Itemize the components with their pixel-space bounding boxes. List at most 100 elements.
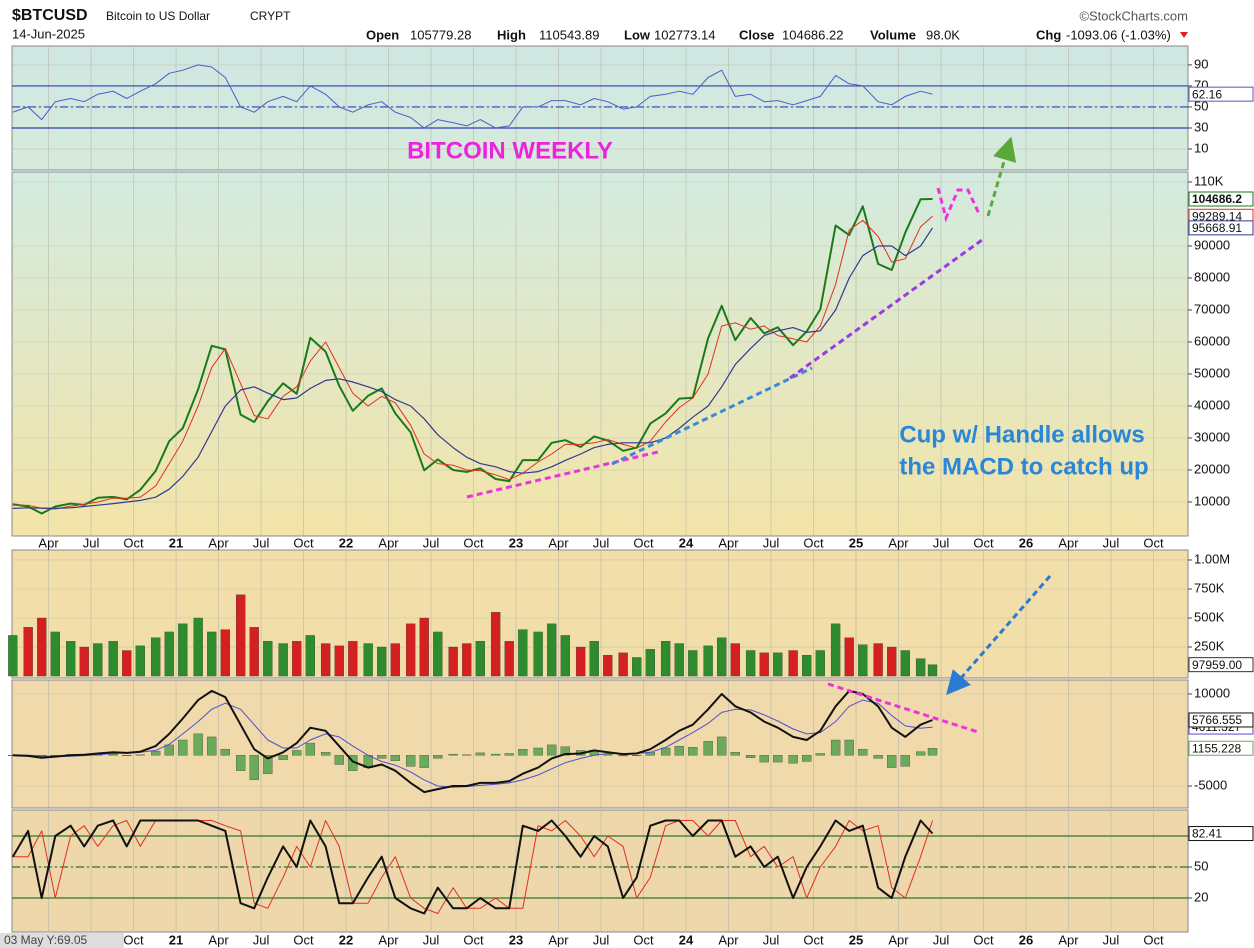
bar bbox=[773, 652, 783, 677]
x-tick-label: Apr bbox=[1058, 932, 1079, 947]
bar bbox=[575, 646, 586, 677]
trend-line bbox=[611, 366, 813, 466]
bar bbox=[193, 733, 203, 756]
y-tick-label: 70000 bbox=[1194, 301, 1230, 316]
bar bbox=[334, 645, 344, 677]
bar bbox=[603, 753, 613, 756]
bar bbox=[207, 631, 217, 677]
x-tick-label: Jul bbox=[593, 535, 610, 550]
value-tag bbox=[1188, 657, 1254, 673]
volume-panel bbox=[11, 549, 1189, 679]
bar bbox=[419, 755, 429, 768]
bar bbox=[79, 646, 89, 677]
bar bbox=[703, 645, 713, 677]
bar bbox=[433, 755, 443, 759]
value-tag-label: 62.16 bbox=[1192, 87, 1222, 101]
bar bbox=[263, 755, 273, 774]
low-value: 102773.14 bbox=[654, 27, 715, 42]
bar bbox=[873, 755, 883, 759]
bar bbox=[220, 749, 230, 756]
bar bbox=[674, 745, 684, 756]
bar bbox=[263, 641, 273, 677]
bar bbox=[703, 741, 713, 756]
bar bbox=[915, 658, 926, 677]
bar bbox=[717, 637, 727, 677]
bar bbox=[292, 641, 302, 677]
symbol-name: Bitcoin to US Dollar bbox=[106, 9, 210, 23]
bar bbox=[122, 755, 132, 756]
bar bbox=[504, 753, 514, 756]
bar bbox=[65, 641, 76, 677]
bar bbox=[292, 750, 302, 756]
trend-lines bbox=[466, 136, 1052, 734]
bar bbox=[745, 755, 756, 758]
x-tick-label: Jul bbox=[1103, 932, 1120, 947]
down-arrow bbox=[1180, 32, 1188, 38]
bar bbox=[135, 645, 145, 677]
bar bbox=[193, 617, 203, 677]
x-tick-label: Oct bbox=[123, 932, 144, 947]
bar bbox=[363, 643, 373, 677]
bar bbox=[759, 652, 769, 677]
x-tick-label: 21 bbox=[169, 535, 183, 550]
line bbox=[11, 819, 934, 915]
bar bbox=[773, 755, 783, 763]
bar bbox=[788, 755, 798, 764]
x-tick-label: 22 bbox=[339, 932, 353, 947]
x-tick-label: 25 bbox=[849, 932, 863, 947]
x-tick-label: Apr bbox=[38, 535, 59, 550]
y-tick-label: 30000 bbox=[1194, 429, 1230, 444]
x-tick-label: Oct bbox=[633, 535, 654, 550]
bar bbox=[887, 755, 897, 768]
value-tag bbox=[1188, 191, 1254, 207]
bar bbox=[730, 752, 740, 756]
open-label: Open bbox=[366, 27, 399, 42]
x-tick-label: Oct bbox=[293, 932, 314, 947]
y-tick-label: 10000 bbox=[1194, 685, 1230, 700]
bar bbox=[108, 753, 118, 756]
x-tick-label: Oct bbox=[803, 932, 824, 947]
y-tick-label: 60000 bbox=[1194, 333, 1230, 348]
bar bbox=[207, 736, 217, 756]
cursor-label: 03 May Y:69.05 bbox=[4, 933, 88, 947]
y-tick-label: 110K bbox=[1194, 173, 1224, 188]
bar bbox=[730, 643, 740, 677]
bar bbox=[178, 623, 188, 677]
bar bbox=[632, 657, 642, 677]
bar bbox=[547, 623, 557, 677]
bar bbox=[475, 752, 485, 756]
x-tick-label: Jul bbox=[423, 932, 440, 947]
bar bbox=[688, 747, 698, 756]
x-tick-label: Oct bbox=[973, 535, 994, 550]
bar bbox=[560, 635, 570, 677]
bar bbox=[249, 755, 259, 781]
bar bbox=[560, 746, 570, 756]
bar bbox=[518, 749, 528, 756]
x-tick-label: Oct bbox=[293, 535, 314, 550]
bar bbox=[448, 646, 458, 677]
high-value: 110543.89 bbox=[539, 27, 600, 42]
bar bbox=[390, 643, 400, 677]
bar bbox=[688, 650, 698, 677]
open-value: 105779.28 bbox=[410, 27, 471, 42]
bar bbox=[632, 755, 642, 756]
bar bbox=[815, 753, 825, 756]
y-tick-label: 40000 bbox=[1194, 397, 1230, 412]
bar bbox=[405, 623, 416, 677]
x-tick-label: Apr bbox=[888, 932, 909, 947]
bar bbox=[235, 594, 246, 677]
bar bbox=[178, 739, 188, 756]
y-tick-label: 20000 bbox=[1194, 461, 1230, 476]
value-tag-label: 97959.00 bbox=[1192, 658, 1242, 672]
bar bbox=[433, 631, 443, 677]
bar bbox=[320, 643, 331, 677]
y-tick-label: 1.00M bbox=[1194, 551, 1230, 566]
bar bbox=[50, 631, 60, 677]
bar bbox=[305, 635, 315, 677]
bar bbox=[745, 650, 756, 677]
y-tick-label: 90000 bbox=[1194, 237, 1230, 252]
bar bbox=[490, 753, 501, 756]
x-tick-label: 21 bbox=[169, 932, 183, 947]
